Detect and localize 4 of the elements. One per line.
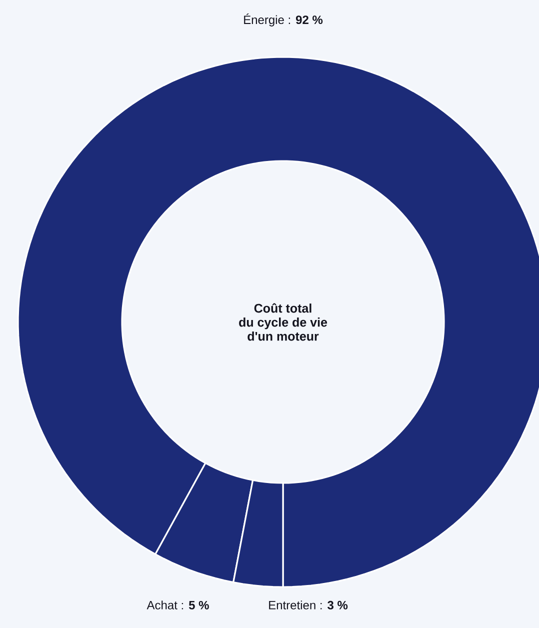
text: Coût total du cycle de vie d'un moteur xyxy=(239,303,328,341)
slice-label: Achat : 5 % xyxy=(146,600,209,610)
slice-label: Entretien : 3 % xyxy=(269,600,348,610)
slice-label: Énergie : 92 % xyxy=(244,14,323,26)
